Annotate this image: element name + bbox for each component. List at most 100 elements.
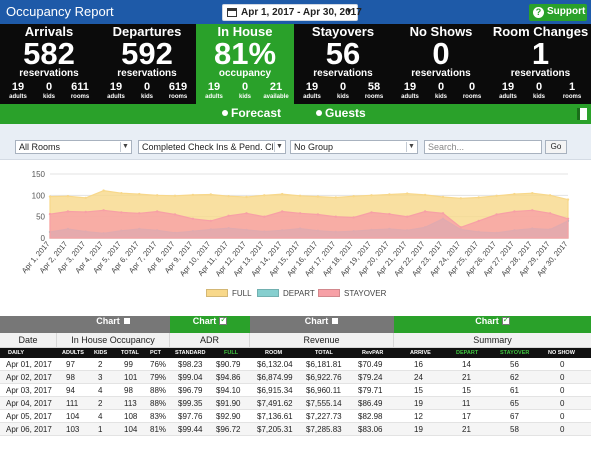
- tile-in-house[interactable]: In House 81% occupancy 19 adults 0 kids 21…: [196, 24, 294, 104]
- cell-room: $7,491.62: [257, 399, 293, 408]
- col-room[interactable]: ROOM: [265, 350, 283, 356]
- table-row[interactable]: Apr 01, 2017 97 2 99 76% $98.23 $90.79 $…: [0, 358, 591, 371]
- status-select[interactable]: Completed Check Ins & Pend. Ch ▼: [138, 140, 286, 154]
- point-full: [84, 196, 87, 200]
- col-total[interactable]: TOTAL: [121, 350, 139, 356]
- col-revpar[interactable]: RevPAR: [362, 350, 384, 356]
- tile-unit: reservations: [411, 68, 471, 79]
- chart-toggle-summary[interactable]: Chart: [394, 315, 591, 333]
- tile-sub-kids: 0 kids: [238, 81, 251, 100]
- support-button[interactable]: ? Support: [529, 4, 587, 21]
- col-daily[interactable]: DAILY: [8, 350, 24, 356]
- tile-value: 0: [432, 36, 450, 71]
- col-revenue-total[interactable]: TOTAL: [315, 350, 333, 356]
- point-stayover: [388, 212, 391, 216]
- point-full: [66, 195, 70, 198]
- table-row[interactable]: Apr 06, 2017 103 1 104 81% $99.44 $96.72…: [0, 423, 591, 436]
- y-tick-label: 0: [41, 234, 46, 243]
- point-stayover: [566, 217, 570, 220]
- tab-forecast[interactable]: Forecast: [222, 106, 281, 120]
- cell-standard: $96.79: [178, 386, 203, 395]
- col-kids[interactable]: KIDS: [94, 350, 108, 356]
- rooms-select[interactable]: All Rooms ▼: [15, 140, 132, 154]
- cell-revpar: $70.49: [358, 360, 383, 369]
- col-depart[interactable]: DEPART: [456, 350, 479, 356]
- col-full[interactable]: FULL: [224, 350, 239, 356]
- tile-sub-rooms: 58 rooms: [364, 81, 384, 100]
- tile-arrivals[interactable]: Arrivals 582 reservations 19 adults 0 kids…: [0, 24, 98, 104]
- tile-sub-adults: 19 adults: [107, 81, 125, 100]
- point-full: [370, 194, 373, 197]
- calendar-icon: [227, 8, 237, 17]
- tile-departures[interactable]: Departures 592 reservations 19 adults 0 ki…: [98, 24, 196, 104]
- legend-swatch-stayover: [318, 289, 340, 297]
- legend-item-full[interactable]: FULL: [206, 289, 252, 298]
- table-row[interactable]: Apr 04, 2017 111 2 113 88% $99.35 $91.90…: [0, 397, 591, 410]
- table-row[interactable]: Apr 03, 2017 94 4 98 88% $96.79 $94.10 $…: [0, 384, 591, 397]
- group-select[interactable]: No Group ▼: [290, 140, 418, 154]
- chart-toggle-adr[interactable]: Chart: [170, 315, 250, 333]
- cell-arrive: 15: [414, 386, 423, 395]
- radio-icon: [316, 110, 322, 116]
- y-tick-label: 150: [32, 170, 46, 179]
- col-stayover[interactable]: STAYOVER: [500, 350, 530, 356]
- col-no-show[interactable]: NO SHOW: [548, 350, 575, 356]
- cell-full: $96.72: [216, 425, 241, 434]
- chart-checkbox-adr[interactable]: [219, 315, 228, 325]
- tile-no-shows[interactable]: No Shows 0 reservations 19 adults 0 kids 0…: [392, 24, 490, 104]
- chart-toggle-occupancy[interactable]: Chart: [57, 316, 170, 333]
- col-arrive[interactable]: ARRIVE: [410, 350, 431, 356]
- rooms-select-value: All Rooms: [19, 142, 61, 152]
- table-row[interactable]: Apr 05, 2017 104 4 108 83% $97.76 $92.90…: [0, 410, 591, 423]
- tile-stayovers[interactable]: Stayovers 56 reservations 19 adults 0 kids…: [294, 24, 392, 104]
- point-stayover: [66, 210, 70, 213]
- cell-pct: 88%: [150, 386, 167, 395]
- tab-guests[interactable]: Guests: [316, 106, 366, 120]
- tile-title: Stayovers: [311, 24, 375, 39]
- support-label: Support: [547, 6, 586, 17]
- table-row[interactable]: Apr 02, 2017 98 3 101 79% $99.04 $94.86 …: [0, 371, 591, 384]
- chart-checkbox-occupancy[interactable]: [122, 317, 131, 325]
- panel-toggle-icon[interactable]: [577, 108, 587, 120]
- tile-sub-kids: 0 kids: [434, 81, 447, 100]
- point-stayover: [156, 210, 159, 213]
- chart-checkbox-summary[interactable]: [501, 315, 510, 325]
- cell-full: $94.10: [216, 386, 241, 395]
- col-standard[interactable]: STANDARD: [175, 350, 206, 356]
- tile-sub-kids: 0 kids: [336, 81, 349, 100]
- tile-room-changes[interactable]: Room Changes 1 reservations 19 adults 0 ki…: [490, 24, 591, 104]
- legend-item-stayover[interactable]: STAYOVER: [318, 289, 386, 298]
- col-pct[interactable]: PCT: [150, 350, 161, 356]
- point-full: [120, 192, 123, 195]
- cell-room: $6,132.04: [257, 360, 293, 369]
- legend-item-depart[interactable]: DEPART: [257, 289, 315, 298]
- col-adults[interactable]: ADULTS: [62, 350, 84, 356]
- cell-date: Apr 06, 2017: [6, 425, 52, 434]
- point-stayover: [209, 219, 212, 223]
- chart-toggle-revenue[interactable]: Chart: [250, 316, 394, 333]
- cell-full: $92.90: [216, 412, 241, 421]
- search-input[interactable]: [424, 140, 542, 154]
- chart-checkbox-revenue[interactable]: [331, 317, 340, 325]
- cell-pct: 83%: [150, 412, 167, 421]
- chart-toggle-label: Chart: [96, 316, 120, 326]
- cell-room: $7,136.61: [257, 412, 293, 421]
- point-stayover: [298, 212, 302, 215]
- tile-sub-rooms: 0 rooms: [462, 81, 482, 100]
- legend-swatch-depart: [257, 289, 279, 297]
- point-full: [548, 194, 552, 197]
- cell-no-show: 0: [560, 360, 565, 369]
- legend-label: FULL: [232, 289, 252, 298]
- tile-sub-available: 21 available: [263, 81, 289, 100]
- go-button[interactable]: Go: [545, 140, 567, 154]
- chart-toggle-label: Chart: [304, 316, 329, 326]
- tile-sub-kids: 0 kids: [42, 81, 55, 100]
- cell-depart: 15: [462, 386, 471, 395]
- chevron-down-icon: ▼: [274, 142, 284, 152]
- cell-revenue-total: $7,285.83: [306, 425, 342, 434]
- tile-unit: reservations: [117, 68, 177, 79]
- tile-unit: reservations: [313, 68, 373, 79]
- date-range-picker[interactable]: Apr 1, 2017 - Apr 30, 2017 ▼: [222, 4, 362, 21]
- cell-no-show: 0: [560, 386, 565, 395]
- page-title: Occupancy Report: [6, 4, 114, 19]
